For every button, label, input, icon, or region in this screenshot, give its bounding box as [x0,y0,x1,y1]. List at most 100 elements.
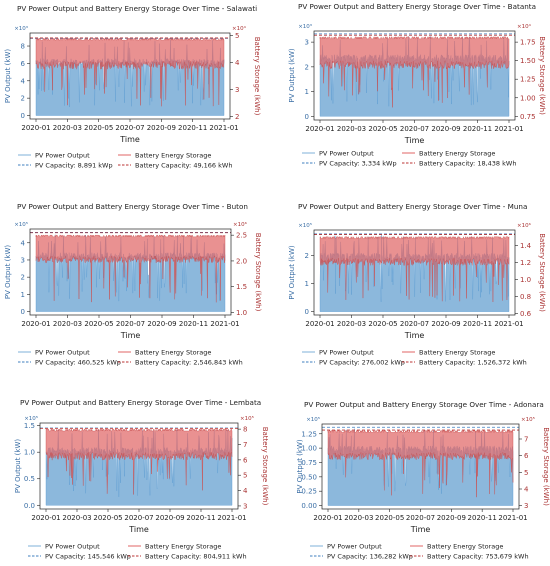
x-tick-label: 2020-01 [313,514,342,522]
x-tick-label: 2021-01 [494,125,523,133]
legend: PV Power Output Battery Energy Storage PV … [28,543,247,561]
left-axis-label: PV Output (kW) [288,48,296,102]
chart-title: PV Power Output and Battery Energy Stora… [20,398,261,407]
right-tick-label: 1.0 [520,276,531,284]
chart-title: PV Power Output and Battery Energy Stora… [298,2,536,11]
battery-storage-area [45,428,233,495]
x-tick-label: 2020-01 [31,514,60,522]
chart-panel-1: PV Power Output and Battery Energy Stora… [4,4,261,170]
x-tick-label: 2021-01 [209,124,238,132]
left-tick-label: 0 [305,113,309,121]
x-tick-label: 2020-01 [21,124,50,132]
x-axis-label: Time [128,525,149,534]
x-tick-label: 2020-05 [375,514,404,522]
plot-area [30,231,231,312]
legend: PV Power Output Battery Energy Storage PV … [18,152,232,170]
x-tick-label: 2020-07 [116,320,145,328]
x-tick-label: 2020-11 [463,125,492,133]
battery-storage-area [35,234,226,303]
x-tick-label: 2020-09 [431,125,460,133]
legend-entry: PV Power Output [35,349,90,357]
x-tick-label: 2020-09 [431,320,460,328]
legend-entry: PV Power Output [319,150,374,158]
right-tick-label: 2.5 [236,232,247,240]
right-tick-label: 1.2 [520,259,531,267]
x-tick-label: 2020-05 [368,320,397,328]
right-tick-label: 0.6 [520,310,532,318]
right-tick-label: 1.75 [520,39,536,47]
x-tick-label: 2020-09 [147,124,176,132]
chart-panel-4: PV Power Output and Battery Energy Stora… [288,202,546,367]
chart-title: PV Power Output and Battery Energy Stora… [17,202,248,211]
x-axis-label: Time [119,135,140,144]
x-tick-label: 2020-11 [468,514,497,522]
right-tick-label: 1.00 [520,94,536,102]
left-tick-label: 2 [305,63,309,71]
right-tick-label: 3 [235,86,239,94]
right-offset-label: ×10⁵ [521,416,535,423]
right-tick-label: 3 [243,502,247,510]
x-tick-label: 2020-11 [186,514,215,522]
left-offset-label: ×10⁵ [306,416,320,423]
x-tick-label: 2020-03 [344,514,373,522]
legend-entry: PV Capacity: 276,002 kWp [319,359,405,367]
left-axis-label: PV Output (kW) [4,49,12,103]
left-axis-label: PV Output (kW) [296,439,304,493]
right-tick-label: 1.5 [236,283,247,291]
right-tick-label: 3 [524,502,528,510]
right-tick-label: 7 [524,436,528,444]
right-tick-label: 0.8 [520,293,531,301]
x-tick-label: 2020-07 [406,514,435,522]
right-tick-label: 2.0 [236,257,247,265]
left-tick-label: 3 [21,256,25,264]
legend: PV Power Output Battery Energy Storage PV … [302,150,516,168]
right-tick-label: 4 [243,487,248,495]
legend-entry: PV Power Output [327,543,382,551]
legend: PV Power Output Battery Energy Storage PV … [310,543,529,561]
chart-title: PV Power Output and Battery Energy Stora… [304,400,544,409]
left-axis-label: PV Output (kW) [14,439,22,493]
left-tick-label: 1.00 [301,445,317,453]
battery-storage-area [319,36,510,108]
x-tick-label: 2020-07 [400,320,429,328]
x-tick-label: 2020-03 [337,125,366,133]
right-tick-label: 1.25 [520,76,536,84]
x-tick-label: 2021-01 [498,514,527,522]
legend-entry: Battery Energy Storage [135,152,211,160]
legend: PV Power Output Battery Energy Storage PV … [302,349,527,367]
right-tick-label: 5 [524,469,528,477]
left-tick-label: 6 [21,60,26,68]
x-tick-label: 2020-07 [124,514,153,522]
plot-area [40,427,238,506]
legend-entry: PV Power Output [319,349,374,357]
left-tick-label: 0.00 [301,502,317,510]
right-tick-label: 4 [235,59,240,67]
left-tick-label: 0.25 [301,488,317,496]
legend-entry: PV Capacity: 8,891 kWp [35,162,113,170]
right-tick-label: 2 [235,113,239,121]
left-tick-label: 3 [305,39,309,47]
x-tick-label: 2021-01 [494,320,523,328]
chart-title: PV Power Output and Battery Energy Stora… [298,202,527,211]
plot-area [314,33,515,117]
plot-area [314,233,515,312]
left-tick-label: 2 [21,95,25,103]
legend-entry: Battery Capacity: 18,438 kWh [419,160,516,168]
right-offset-label: ×10⁶ [233,221,248,228]
x-axis-label: Time [404,136,425,145]
plot-area [30,37,230,116]
pv-output-area [319,235,510,312]
battery-storage-area [319,236,510,303]
left-tick-label: 0 [305,308,309,316]
legend-entry: PV Power Output [35,152,90,160]
right-axis-label: Battery Storage (kWh) [254,233,262,312]
chart-panel-2: PV Power Output and Battery Energy Stora… [288,2,546,168]
x-tick-label: 2020-09 [155,514,184,522]
left-tick-label: 1 [305,280,309,288]
left-offset-label: ×10³ [14,25,28,32]
legend-entry: PV Capacity: 3,334 kWp [319,160,397,168]
left-tick-label: 4 [21,77,26,85]
left-offset-label: ×10⁵ [24,415,38,422]
legend-entry: PV Capacity: 460,525 kWp [35,359,121,367]
